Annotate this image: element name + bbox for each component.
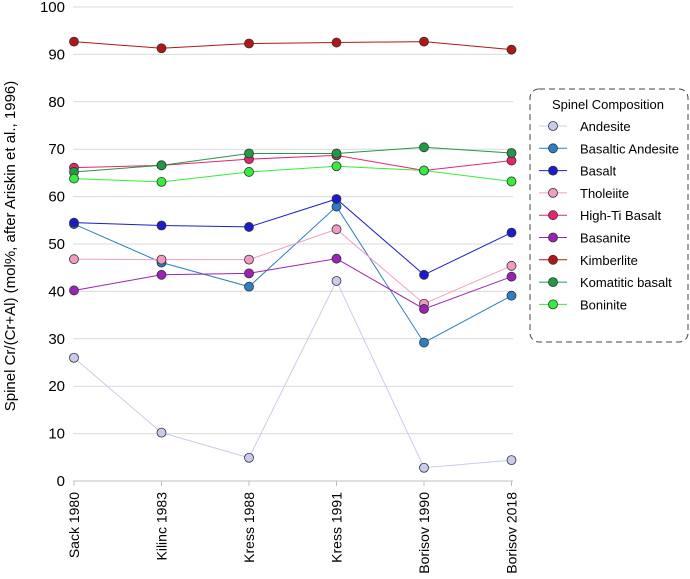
legend-label: Basaltic Andesite [580,141,679,156]
data-point [331,37,342,48]
x-tick-label: Kress 1991 [329,492,345,563]
legend-label: Basalt [580,164,617,179]
data-point [156,220,167,231]
data-point [506,290,517,301]
data-point [244,452,254,463]
series-line [73,258,512,310]
legend-label: Basanite [580,231,631,246]
y-tick-label: 70 [48,141,65,158]
series-line [73,228,512,305]
data-point [244,281,254,292]
data-point [69,352,79,363]
x-tick-label: Sack 1980 [66,492,82,558]
legend-label: Kimberlite [580,253,638,268]
y-tick-label: 0 [57,473,65,490]
data-point [244,167,254,177]
data-point [419,36,429,47]
legend-marker [548,210,558,221]
legend-marker [548,299,558,310]
data-point [244,148,254,159]
series-line [73,154,512,172]
data-point [69,36,79,47]
legend-marker [548,254,558,265]
y-tick-label: 20 [48,378,65,395]
data-point [506,148,517,158]
y-tick-label: 40 [48,283,65,300]
data-point [506,271,517,282]
legend-label: Andesite [580,119,631,134]
data-point [331,276,342,286]
series-line [73,205,512,344]
series-line [73,146,512,173]
y-tick-label: 100 [40,0,65,16]
legend-marker [548,232,558,243]
data-point [506,176,517,187]
x-tick-label: Borisov 2018 [504,492,520,574]
data-point [244,222,254,232]
data-point [69,254,79,265]
legend-label: Boninite [580,297,627,312]
y-tick-label: 10 [48,426,65,443]
y-axis-label: Spinel Cr/(Cr+Al) (mol%, after Ariskin e… [2,81,19,412]
data-point [331,194,342,204]
data-points [69,36,517,473]
data-point [419,337,429,348]
y-tick-label: 90 [48,46,65,63]
legend-marker [548,121,558,131]
y-tick-label: 30 [48,331,65,348]
y-tick-label: 60 [48,189,65,206]
data-point [244,268,254,279]
legend-label: Tholeiite [580,186,629,201]
data-point [419,165,429,176]
data-point [331,161,342,172]
data-point [419,269,429,280]
data-point [419,142,429,153]
legend-label: High-Ti Basalt [580,208,662,223]
legend-box [529,88,689,343]
data-point [69,173,79,184]
series-line [73,165,512,183]
data-point [244,254,254,265]
data-point [331,148,342,159]
legend-marker [548,187,558,198]
data-point [419,304,429,314]
data-point [156,177,167,187]
data-point [419,462,429,473]
data-point [156,269,167,280]
data-point [506,260,517,271]
axes: 0 10 20 30 40 50 60 70 80 90 100 Sack 1980 Kilinc 19… [40,0,520,574]
data-point [506,44,517,55]
y-tick-label: 80 [48,94,65,111]
data-point [331,224,342,235]
legend-items: Andesite Basaltic Andesite Basalt Tholeiite… [539,119,679,312]
x-tick-label: Kress 1988 [241,492,257,563]
legend-label: Komatitic basalt [580,275,672,290]
legend: Spinel Composition Andesite Basaltic Ande… [529,88,689,343]
legend-marker [548,277,558,288]
data-point [156,160,167,171]
y-tick-label: 50 [48,236,65,253]
data-point [506,227,517,238]
data-point [69,285,79,296]
x-tick-label: Kilinc 1983 [154,492,170,561]
data-point [331,253,342,264]
series-line [73,41,512,51]
legend-title: Spinel Composition [552,97,664,112]
series-line [73,279,512,469]
data-point [244,38,254,49]
data-point [156,43,167,54]
series-line [73,198,512,276]
legend-marker [548,143,558,154]
series-lines [73,41,512,469]
legend-marker [548,165,558,176]
x-tick-label: Borisov 1990 [416,492,432,574]
data-point [156,427,167,438]
data-point [506,455,517,466]
data-point [156,254,167,265]
data-point [69,217,79,228]
